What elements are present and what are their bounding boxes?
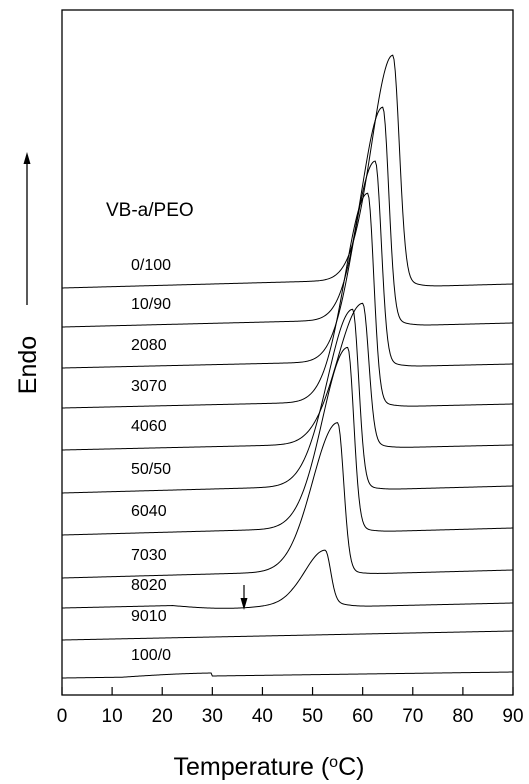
series-curve — [61, 160, 514, 369]
series-curve — [61, 346, 514, 536]
x-tick-label: 70 — [402, 706, 423, 727]
series-label: 2080 — [131, 337, 167, 354]
series-curve — [61, 671, 514, 679]
y-axis-title-text: Endo — [14, 336, 42, 394]
series-label: 9010 — [131, 608, 167, 625]
x-tick-label: 0 — [57, 706, 68, 727]
series-labels-group: 0/100 10/90 2080 3070 4060 50/50 6040 7030 8020 9… — [131, 257, 171, 664]
series-curve — [61, 308, 514, 494]
x-tick-label: 80 — [452, 706, 473, 727]
x-axis-title-end: C) — [338, 753, 364, 781]
legend-header: VB-a/PEO — [106, 200, 194, 221]
series-label: 100/0 — [131, 647, 171, 664]
x-tick-label: 60 — [352, 706, 373, 727]
x-axis-title-main: Temperature ( — [174, 753, 330, 781]
series-curve — [61, 106, 514, 328]
y-axis-arrow-head — [23, 152, 31, 164]
y-axis-title: Endo — [14, 152, 42, 394]
series-label: 8020 — [131, 577, 167, 594]
series-curve — [61, 54, 514, 289]
x-tick-label: 40 — [252, 706, 273, 727]
x-tick-label: 20 — [152, 706, 173, 727]
annotation-arrow — [240, 585, 248, 610]
series-curve — [61, 630, 514, 641]
x-tick-label: 90 — [502, 706, 523, 727]
series-label: 3070 — [131, 378, 167, 395]
curves-group — [61, 54, 514, 679]
x-axis-title: Temperature (oC) — [174, 753, 365, 781]
series-label: 10/90 — [131, 296, 171, 313]
plot-frame — [61, 9, 514, 696]
x-axis-title-superscript: o — [329, 754, 338, 771]
series-curve — [61, 422, 514, 579]
x-tick-label: 10 — [102, 706, 123, 727]
x-tick-label: 30 — [202, 706, 223, 727]
series-label: 50/50 — [131, 461, 171, 478]
series-label: 0/100 — [131, 257, 171, 274]
x-axis-ticks: 0 10 20 30 40 50 60 70 80 90 — [57, 687, 524, 727]
annotation-arrow-head — [240, 598, 248, 610]
series-label: 6040 — [131, 503, 167, 520]
x-tick-label: 50 — [302, 706, 323, 727]
series-label: 7030 — [131, 547, 167, 564]
series-curve — [61, 302, 514, 451]
series-curve — [61, 549, 514, 609]
series-curve — [61, 192, 514, 409]
series-label: 4060 — [131, 418, 167, 435]
